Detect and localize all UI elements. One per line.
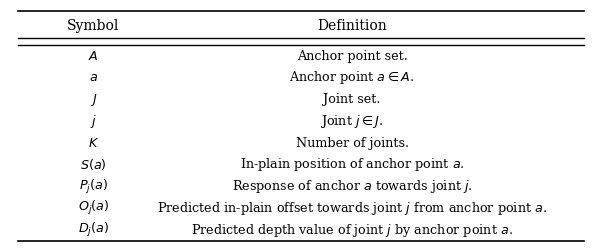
Text: Predicted depth value of joint $j$ by anchor point $a$.: Predicted depth value of joint $j$ by an…: [191, 222, 513, 239]
Text: Symbol: Symbol: [67, 19, 120, 33]
Text: Predicted in-plain offset towards joint $j$ from anchor point $a$.: Predicted in-plain offset towards joint …: [157, 200, 547, 217]
Text: $O_j(a)$: $O_j(a)$: [78, 199, 109, 217]
Text: $J$: $J$: [90, 92, 97, 108]
Text: $K$: $K$: [88, 137, 99, 150]
Text: Anchor point $a \in A$.: Anchor point $a \in A$.: [290, 69, 415, 86]
Text: $S(a)$: $S(a)$: [80, 157, 107, 172]
Text: $j$: $j$: [90, 113, 97, 130]
Text: Joint $j \in J$.: Joint $j \in J$.: [320, 113, 384, 130]
Text: Joint set.: Joint set.: [323, 93, 381, 106]
Text: $P_j(a)$: $P_j(a)$: [79, 178, 108, 196]
Text: Number of joints.: Number of joints.: [296, 137, 409, 150]
Text: $a$: $a$: [89, 71, 98, 84]
Text: $D_j(a)$: $D_j(a)$: [78, 221, 109, 239]
Text: $A$: $A$: [88, 50, 99, 62]
Text: Response of anchor $a$ towards joint $j$.: Response of anchor $a$ towards joint $j$…: [232, 178, 473, 195]
Text: In-plain position of anchor point $a$.: In-plain position of anchor point $a$.: [240, 156, 465, 173]
Text: Anchor point set.: Anchor point set.: [297, 50, 408, 62]
Text: Definition: Definition: [317, 19, 387, 33]
